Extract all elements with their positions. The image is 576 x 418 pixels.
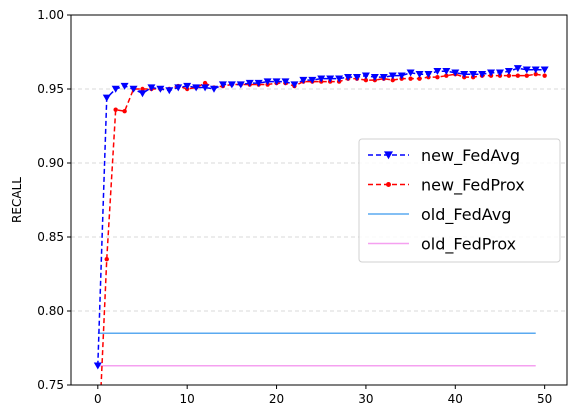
data-point [435, 74, 440, 80]
data-point [390, 77, 395, 83]
data-point [451, 69, 460, 77]
data-point [290, 81, 299, 89]
data-point [122, 109, 127, 114]
data-point [540, 66, 549, 74]
series-layer [93, 65, 549, 385]
y-tick-label: 0.80 [37, 304, 64, 318]
x-tick-label: 40 [448, 392, 463, 406]
data-point [417, 76, 422, 81]
legend-label: new_FedAvg [421, 146, 520, 166]
data-point [174, 84, 183, 92]
data-point [272, 78, 281, 86]
data-point [388, 72, 397, 80]
legend-swatch-marker [384, 151, 393, 160]
data-point [165, 87, 174, 95]
data-point [352, 73, 361, 81]
data-point [326, 75, 335, 83]
data-point [433, 68, 442, 76]
y-tick-label: 0.85 [37, 230, 64, 244]
data-point [263, 78, 272, 86]
data-point [522, 66, 531, 74]
data-point [524, 73, 529, 78]
legend-item-old_FedAvg: old_FedAvg [368, 205, 511, 225]
data-point [93, 362, 102, 370]
data-point [202, 80, 208, 86]
data-point [245, 79, 254, 87]
x-tick-label: 0 [94, 392, 102, 406]
data-point [513, 65, 522, 73]
data-point [487, 69, 496, 77]
data-point [370, 73, 379, 81]
data-point [104, 257, 109, 262]
data-point [156, 85, 165, 93]
data-point [469, 71, 478, 78]
data-point [102, 94, 111, 102]
data-point [424, 71, 433, 78]
x-tick-label: 30 [358, 392, 373, 406]
data-point [111, 85, 120, 93]
data-point [533, 72, 538, 77]
data-point [542, 73, 547, 78]
y-tick-label: 0.90 [37, 156, 64, 170]
data-point [183, 82, 192, 90]
data-point [120, 82, 129, 90]
series-new_FedAvg [93, 65, 549, 370]
data-point [444, 73, 449, 78]
data-point [363, 77, 369, 83]
legend-label: old_FedAvg [421, 205, 511, 225]
legend-item-old_FedProx: old_FedProx [368, 235, 516, 255]
data-point [361, 72, 370, 80]
data-point [531, 66, 540, 74]
data-point [478, 71, 487, 78]
y-tick-label: 0.75 [37, 378, 64, 392]
data-point [379, 73, 388, 81]
legend-label: new_FedProx [421, 176, 525, 196]
data-point [344, 73, 353, 81]
data-point [308, 76, 317, 84]
data-point [495, 69, 504, 77]
data-point [254, 79, 263, 87]
data-point [138, 90, 147, 98]
data-point [129, 85, 138, 93]
x-tick-label: 10 [180, 392, 195, 406]
x-tick-label: 50 [537, 392, 552, 406]
data-point [299, 76, 308, 84]
data-point [506, 73, 512, 78]
legend-label: old_FedProx [421, 235, 516, 255]
data-point [397, 72, 406, 80]
y-axis-label: RECALL [10, 177, 24, 223]
data-point [140, 86, 145, 92]
y-tick-label: 0.95 [37, 82, 64, 96]
legend-item-new_FedProx: new_FedProx [368, 176, 525, 196]
data-point [147, 84, 156, 92]
data-point [218, 81, 227, 89]
data-point [281, 78, 290, 86]
x-axis: 0 10 20 30 40 50 [94, 385, 552, 406]
data-point [415, 71, 424, 78]
data-point [442, 68, 451, 76]
data-point [113, 107, 118, 112]
data-point [209, 85, 218, 93]
data-point [192, 84, 201, 92]
data-point [504, 68, 513, 76]
data-point [408, 76, 413, 81]
y-tick-label: 1.00 [37, 8, 64, 22]
data-point [227, 81, 236, 89]
plot-frame [70, 14, 568, 386]
data-point [317, 75, 326, 83]
data-point [406, 69, 415, 77]
legend: new_FedAvg new_FedProx old_FedAvg old_FedPr… [358, 138, 561, 263]
series-line-new_FedAvg [97, 67, 545, 366]
data-point [460, 71, 469, 78]
legend-swatch-marker [386, 182, 391, 187]
data-point [236, 81, 245, 89]
data-point [335, 75, 344, 83]
x-tick-label: 20 [269, 392, 284, 406]
legend-item-new_FedAvg: new_FedAvg [368, 146, 520, 166]
y-axis: 0.75 0.80 0.85 0.90 0.95 1.00 [37, 8, 71, 392]
data-point [515, 73, 521, 78]
data-point [201, 84, 210, 92]
legend-box [358, 138, 561, 263]
